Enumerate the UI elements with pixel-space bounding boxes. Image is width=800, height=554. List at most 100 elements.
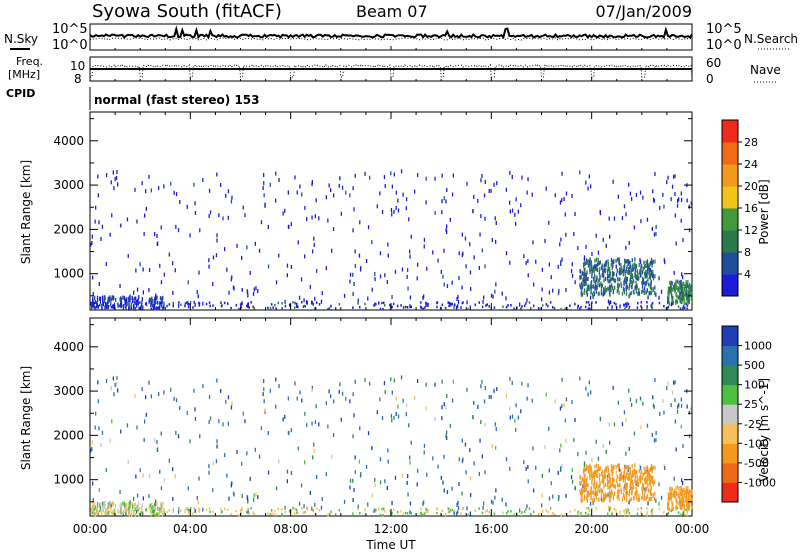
velocity-echo <box>410 440 412 445</box>
power-echo <box>389 303 391 307</box>
power-echo <box>631 273 633 278</box>
velocity-echo <box>406 512 409 515</box>
power-echo <box>141 297 143 302</box>
power-echo <box>611 305 613 308</box>
power-echo <box>592 284 595 289</box>
power-echo <box>343 293 346 298</box>
velocity-echo <box>602 474 604 479</box>
power-echo <box>493 182 495 187</box>
velocity-echo <box>275 513 277 516</box>
power-echo <box>172 261 174 266</box>
power-echo <box>253 307 256 310</box>
velocity-echo <box>655 498 657 503</box>
velocity-echo <box>296 396 298 401</box>
velocity-echo <box>110 386 112 391</box>
velocity-echo <box>139 507 141 510</box>
velocity-echo <box>623 510 625 513</box>
velocity-echo <box>584 473 586 478</box>
power-echo <box>381 210 384 214</box>
velocity-echo <box>641 476 644 481</box>
velocity-echo <box>531 398 533 403</box>
power-echo <box>527 273 529 278</box>
velocity-echo <box>315 507 318 510</box>
nave-label: Nave <box>750 63 781 77</box>
power-echo <box>511 175 513 179</box>
velocity-echo <box>175 430 177 435</box>
velocity-echo <box>269 512 272 516</box>
power-echo <box>99 296 101 301</box>
power-echo <box>246 245 248 250</box>
velocity-echo <box>627 508 630 512</box>
power-echo <box>139 262 141 267</box>
power-echo <box>284 299 286 304</box>
power-echo <box>437 258 439 263</box>
velocity-echo <box>583 485 585 490</box>
velocity-echo <box>466 506 468 511</box>
power-echo <box>670 302 673 305</box>
power-echo <box>91 305 93 310</box>
power-echo <box>645 282 647 287</box>
power-echo <box>598 278 601 283</box>
power-echo <box>406 274 408 279</box>
power-echo <box>607 306 609 309</box>
power-echo <box>133 296 135 301</box>
power-echo <box>631 280 633 285</box>
velocity-echo <box>284 414 286 419</box>
velocity-echo <box>391 390 393 395</box>
power-echo <box>682 281 684 286</box>
power-echo <box>670 280 672 285</box>
power-echo <box>112 296 114 301</box>
power-echo <box>294 175 296 180</box>
velocity-echo <box>642 486 645 490</box>
velocity-echo <box>107 510 110 514</box>
power-colorbar-swatch <box>722 252 738 275</box>
velocity-echo <box>646 423 649 428</box>
velocity-echo <box>341 391 344 396</box>
velocity-echo <box>610 464 613 468</box>
power-echo <box>220 304 223 308</box>
velocity-echo <box>670 508 673 511</box>
power-echo <box>641 270 644 275</box>
velocity-echo <box>202 507 204 512</box>
velocity-echo <box>141 506 143 511</box>
velocity-echo <box>198 476 200 481</box>
velocity-echo <box>391 501 393 505</box>
noise-axis-top-right: 10^5 <box>706 22 742 37</box>
power-echo <box>252 305 254 309</box>
velocity-echo <box>120 510 123 513</box>
velocity-echo <box>597 463 599 468</box>
power-echo <box>579 283 581 288</box>
velocity-echo <box>635 474 637 479</box>
power-echo <box>685 302 687 306</box>
velocity-echo <box>620 476 622 481</box>
power-echo <box>635 280 637 285</box>
velocity-echo <box>115 503 117 508</box>
velocity-echo <box>517 415 519 420</box>
velocity-echo <box>667 492 670 497</box>
velocity-echo <box>607 480 609 484</box>
velocity-echo <box>598 489 601 494</box>
power-echo <box>603 264 605 269</box>
power-echo <box>606 276 609 281</box>
power-echo <box>582 276 585 281</box>
power-echo <box>231 195 233 200</box>
power-echo <box>561 171 563 176</box>
power-echo <box>115 175 118 180</box>
power-echo <box>127 297 130 302</box>
velocity-echo <box>642 482 644 487</box>
power-echo <box>491 238 493 242</box>
velocity-echo <box>396 510 399 514</box>
power-echo <box>570 269 573 274</box>
velocity-echo <box>513 513 515 516</box>
velocity-echo <box>560 466 562 471</box>
power-echo <box>630 274 632 279</box>
velocity-echo <box>450 508 452 513</box>
velocity-echo <box>626 483 628 487</box>
velocity-echo <box>648 473 650 478</box>
velocity-echo <box>629 489 631 494</box>
power-echo <box>629 292 631 297</box>
velocity-echo <box>141 503 143 508</box>
velocity-echo <box>425 510 427 513</box>
velocity-echo <box>627 465 629 470</box>
velocity-echo <box>685 486 687 491</box>
